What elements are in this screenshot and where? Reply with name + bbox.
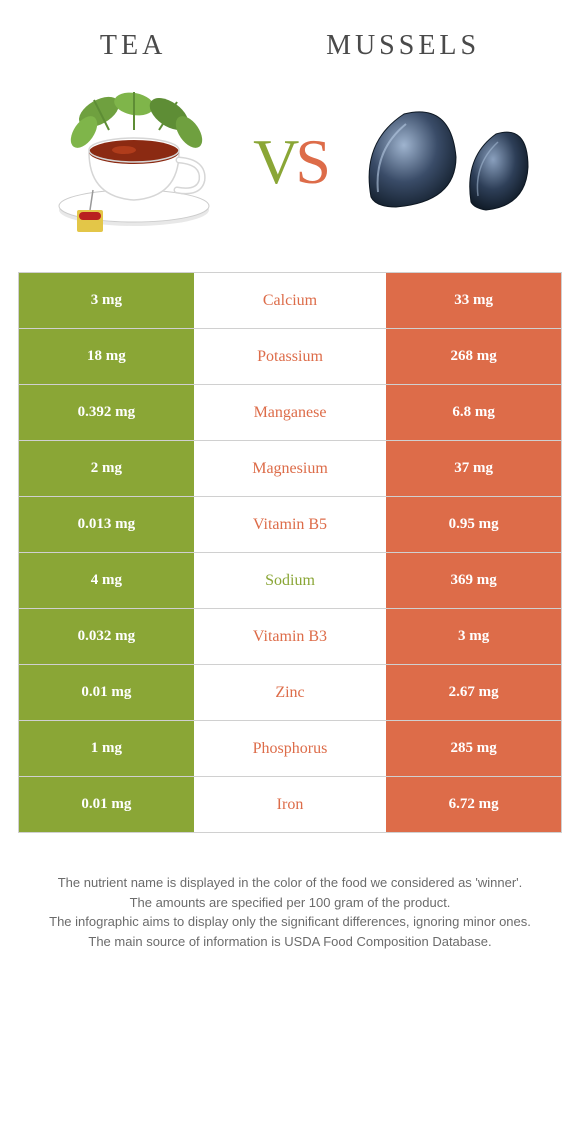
value-tea: 0.392 mg <box>19 385 194 440</box>
value-mussels: 369 mg <box>386 553 561 608</box>
vs-v: V <box>253 126 295 197</box>
footer-line: The infographic aims to display only the… <box>30 912 550 932</box>
nutrient-label: Calcium <box>194 273 386 328</box>
value-mussels: 285 mg <box>386 721 561 776</box>
value-mussels: 3 mg <box>386 609 561 664</box>
header: Tea Mussels <box>0 0 580 72</box>
table-row: 2 mgMagnesium37 mg <box>19 441 561 497</box>
footer-notes: The nutrient name is displayed in the co… <box>0 833 580 991</box>
title-mussels: Mussels <box>326 30 480 62</box>
table-row: 3 mgCalcium33 mg <box>19 273 561 329</box>
footer-line: The amounts are specified per 100 gram o… <box>30 893 550 913</box>
table-row: 0.01 mgIron6.72 mg <box>19 777 561 833</box>
mussels-image <box>333 102 560 222</box>
vs-label: VS <box>253 125 327 199</box>
table-row: 0.01 mgZinc2.67 mg <box>19 665 561 721</box>
nutrient-label: Zinc <box>194 665 386 720</box>
mussels-icon <box>356 102 536 222</box>
table-row: 4 mgSodium369 mg <box>19 553 561 609</box>
value-mussels: 37 mg <box>386 441 561 496</box>
nutrient-label: Sodium <box>194 553 386 608</box>
nutrient-label: Magnesium <box>194 441 386 496</box>
footer-line: The nutrient name is displayed in the co… <box>30 873 550 893</box>
tea-image <box>20 82 247 242</box>
nutrient-label: Vitamin B3 <box>194 609 386 664</box>
value-mussels: 268 mg <box>386 329 561 384</box>
table-row: 0.392 mgManganese6.8 mg <box>19 385 561 441</box>
value-mussels: 0.95 mg <box>386 497 561 552</box>
value-tea: 0.01 mg <box>19 777 194 832</box>
nutrient-table: 3 mgCalcium33 mg18 mgPotassium268 mg0.39… <box>18 272 562 833</box>
value-tea: 0.032 mg <box>19 609 194 664</box>
title-tea: Tea <box>100 30 166 62</box>
table-row: 0.013 mgVitamin B50.95 mg <box>19 497 561 553</box>
hero: VS <box>0 72 580 272</box>
nutrient-label: Potassium <box>194 329 386 384</box>
footer-line: The main source of information is USDA F… <box>30 932 550 952</box>
vs-s: S <box>295 126 327 197</box>
value-tea: 18 mg <box>19 329 194 384</box>
nutrient-label: Vitamin B5 <box>194 497 386 552</box>
tea-icon <box>39 82 229 242</box>
value-tea: 4 mg <box>19 553 194 608</box>
table-row: 1 mgPhosphorus285 mg <box>19 721 561 777</box>
value-tea: 0.01 mg <box>19 665 194 720</box>
value-mussels: 6.8 mg <box>386 385 561 440</box>
value-mussels: 6.72 mg <box>386 777 561 832</box>
nutrient-label: Iron <box>194 777 386 832</box>
value-mussels: 2.67 mg <box>386 665 561 720</box>
table-row: 0.032 mgVitamin B33 mg <box>19 609 561 665</box>
value-mussels: 33 mg <box>386 273 561 328</box>
value-tea: 3 mg <box>19 273 194 328</box>
value-tea: 0.013 mg <box>19 497 194 552</box>
value-tea: 1 mg <box>19 721 194 776</box>
table-row: 18 mgPotassium268 mg <box>19 329 561 385</box>
nutrient-label: Manganese <box>194 385 386 440</box>
nutrient-label: Phosphorus <box>194 721 386 776</box>
value-tea: 2 mg <box>19 441 194 496</box>
